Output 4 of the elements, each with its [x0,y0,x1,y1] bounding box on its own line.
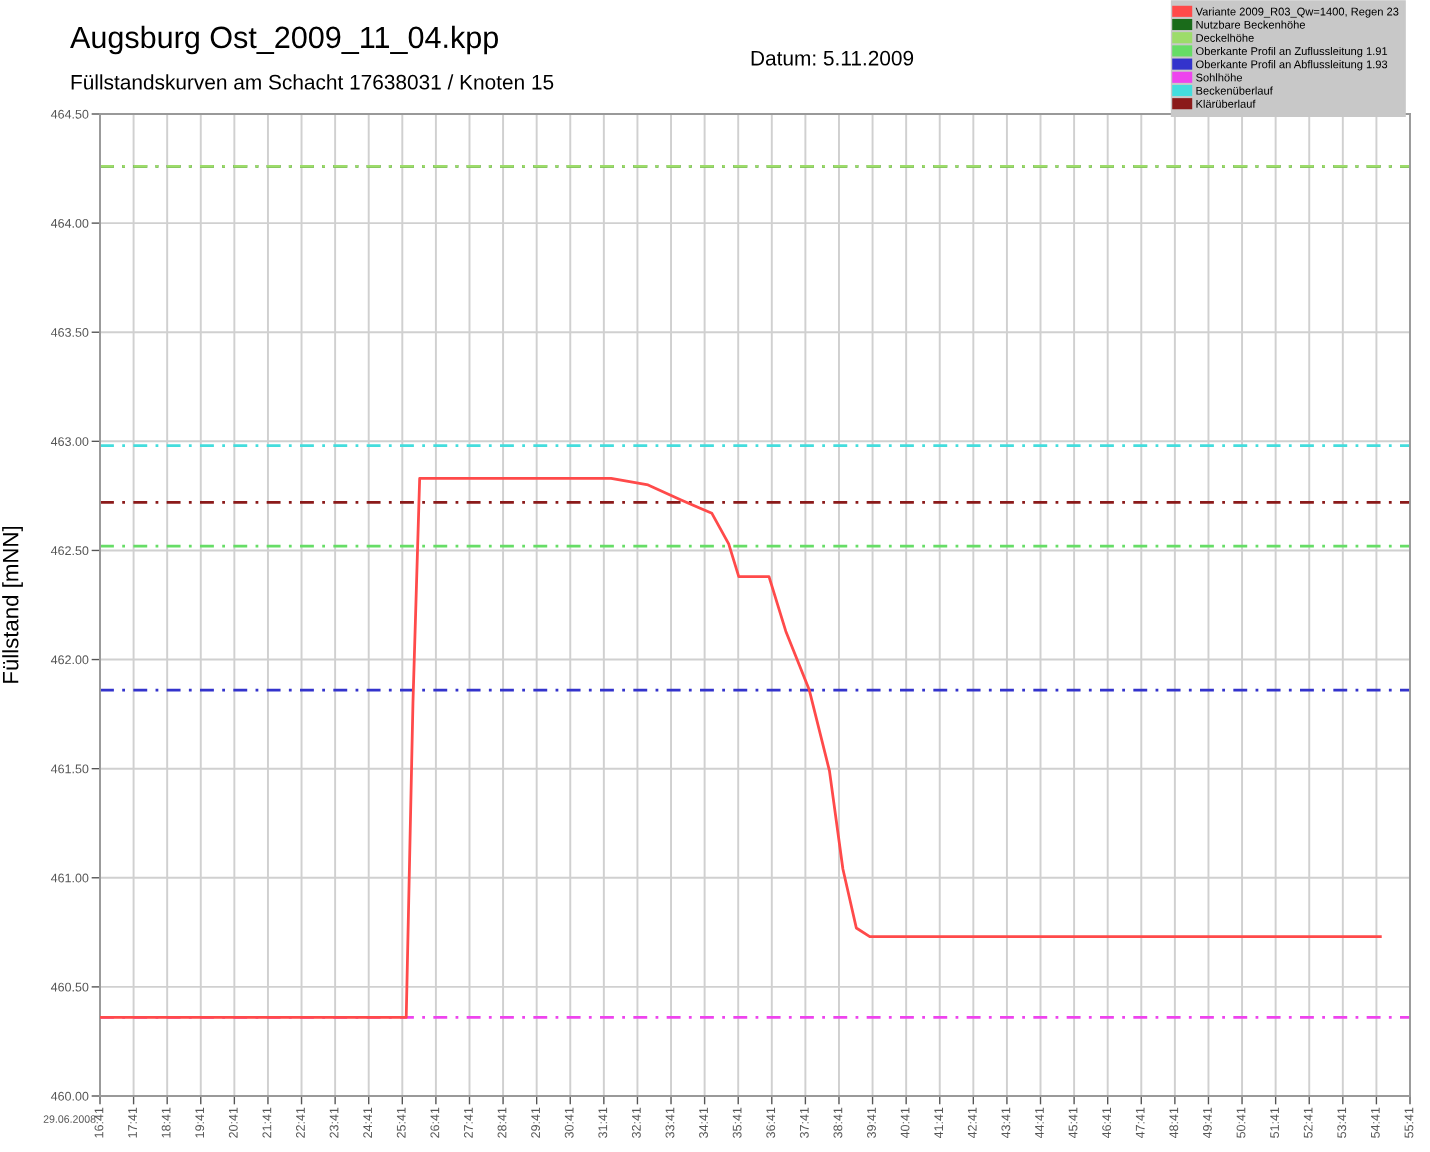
chart-subtitle: Füllstandskurven am Schacht 17638031 / Knoten 15 [71,74,554,90]
y-axis-title: Füllstand [mNN] [2,526,23,683]
text: Datum: 5.11.2009 [751,50,914,66]
chart-title: Augsburg Ost_2009_11_04.kpp [70,25,498,55]
